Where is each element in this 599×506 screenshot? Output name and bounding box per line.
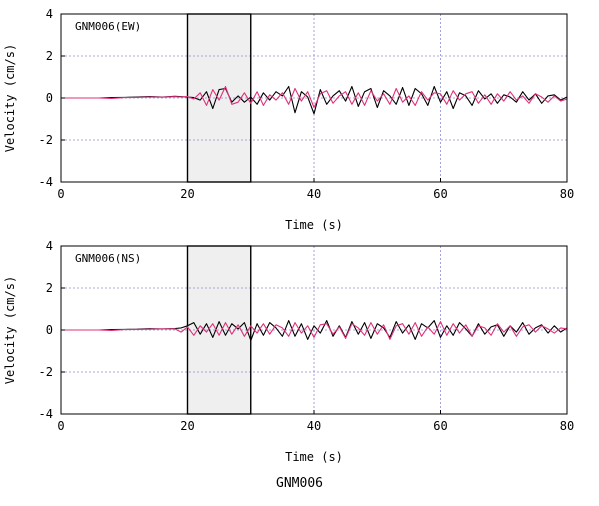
x-axis-title: Time (s) <box>285 218 343 232</box>
x-tick-label: 0 <box>57 419 64 433</box>
y-tick-label: -2 <box>39 133 53 147</box>
panel-label: GNM006(EW) <box>75 20 141 33</box>
x-tick-label: 0 <box>57 187 64 201</box>
panel-label: GNM006(NS) <box>75 252 141 265</box>
y-tick-label: 0 <box>46 323 53 337</box>
figure-caption: GNM006 <box>276 476 323 491</box>
x-tick-label: 60 <box>433 419 447 433</box>
x-axis-title: Time (s) <box>285 450 343 464</box>
x-tick-label: 80 <box>560 187 574 201</box>
trace-magenta-line <box>61 321 568 340</box>
x-tick-label: 20 <box>180 187 194 201</box>
y-tick-label: 4 <box>46 239 53 253</box>
x-tick-label: 20 <box>180 419 194 433</box>
x-tick-label: 60 <box>433 187 447 201</box>
y-tick-label: 4 <box>46 7 53 21</box>
x-tick-label: 40 <box>307 187 321 201</box>
y-tick-label: 2 <box>46 281 53 295</box>
y-tick-label: -4 <box>39 407 53 421</box>
x-tick-label: 40 <box>307 419 321 433</box>
y-axis-title: Velocity (cm/s) <box>3 276 17 384</box>
y-axis-title: Velocity (cm/s) <box>3 44 17 152</box>
trace-magenta-line <box>61 85 568 109</box>
x-tick-label: 80 <box>560 419 574 433</box>
y-tick-label: 0 <box>46 91 53 105</box>
trace-black-line <box>61 85 568 115</box>
y-tick-label: 2 <box>46 49 53 63</box>
y-tick-label: -4 <box>39 175 53 189</box>
y-tick-label: -2 <box>39 365 53 379</box>
